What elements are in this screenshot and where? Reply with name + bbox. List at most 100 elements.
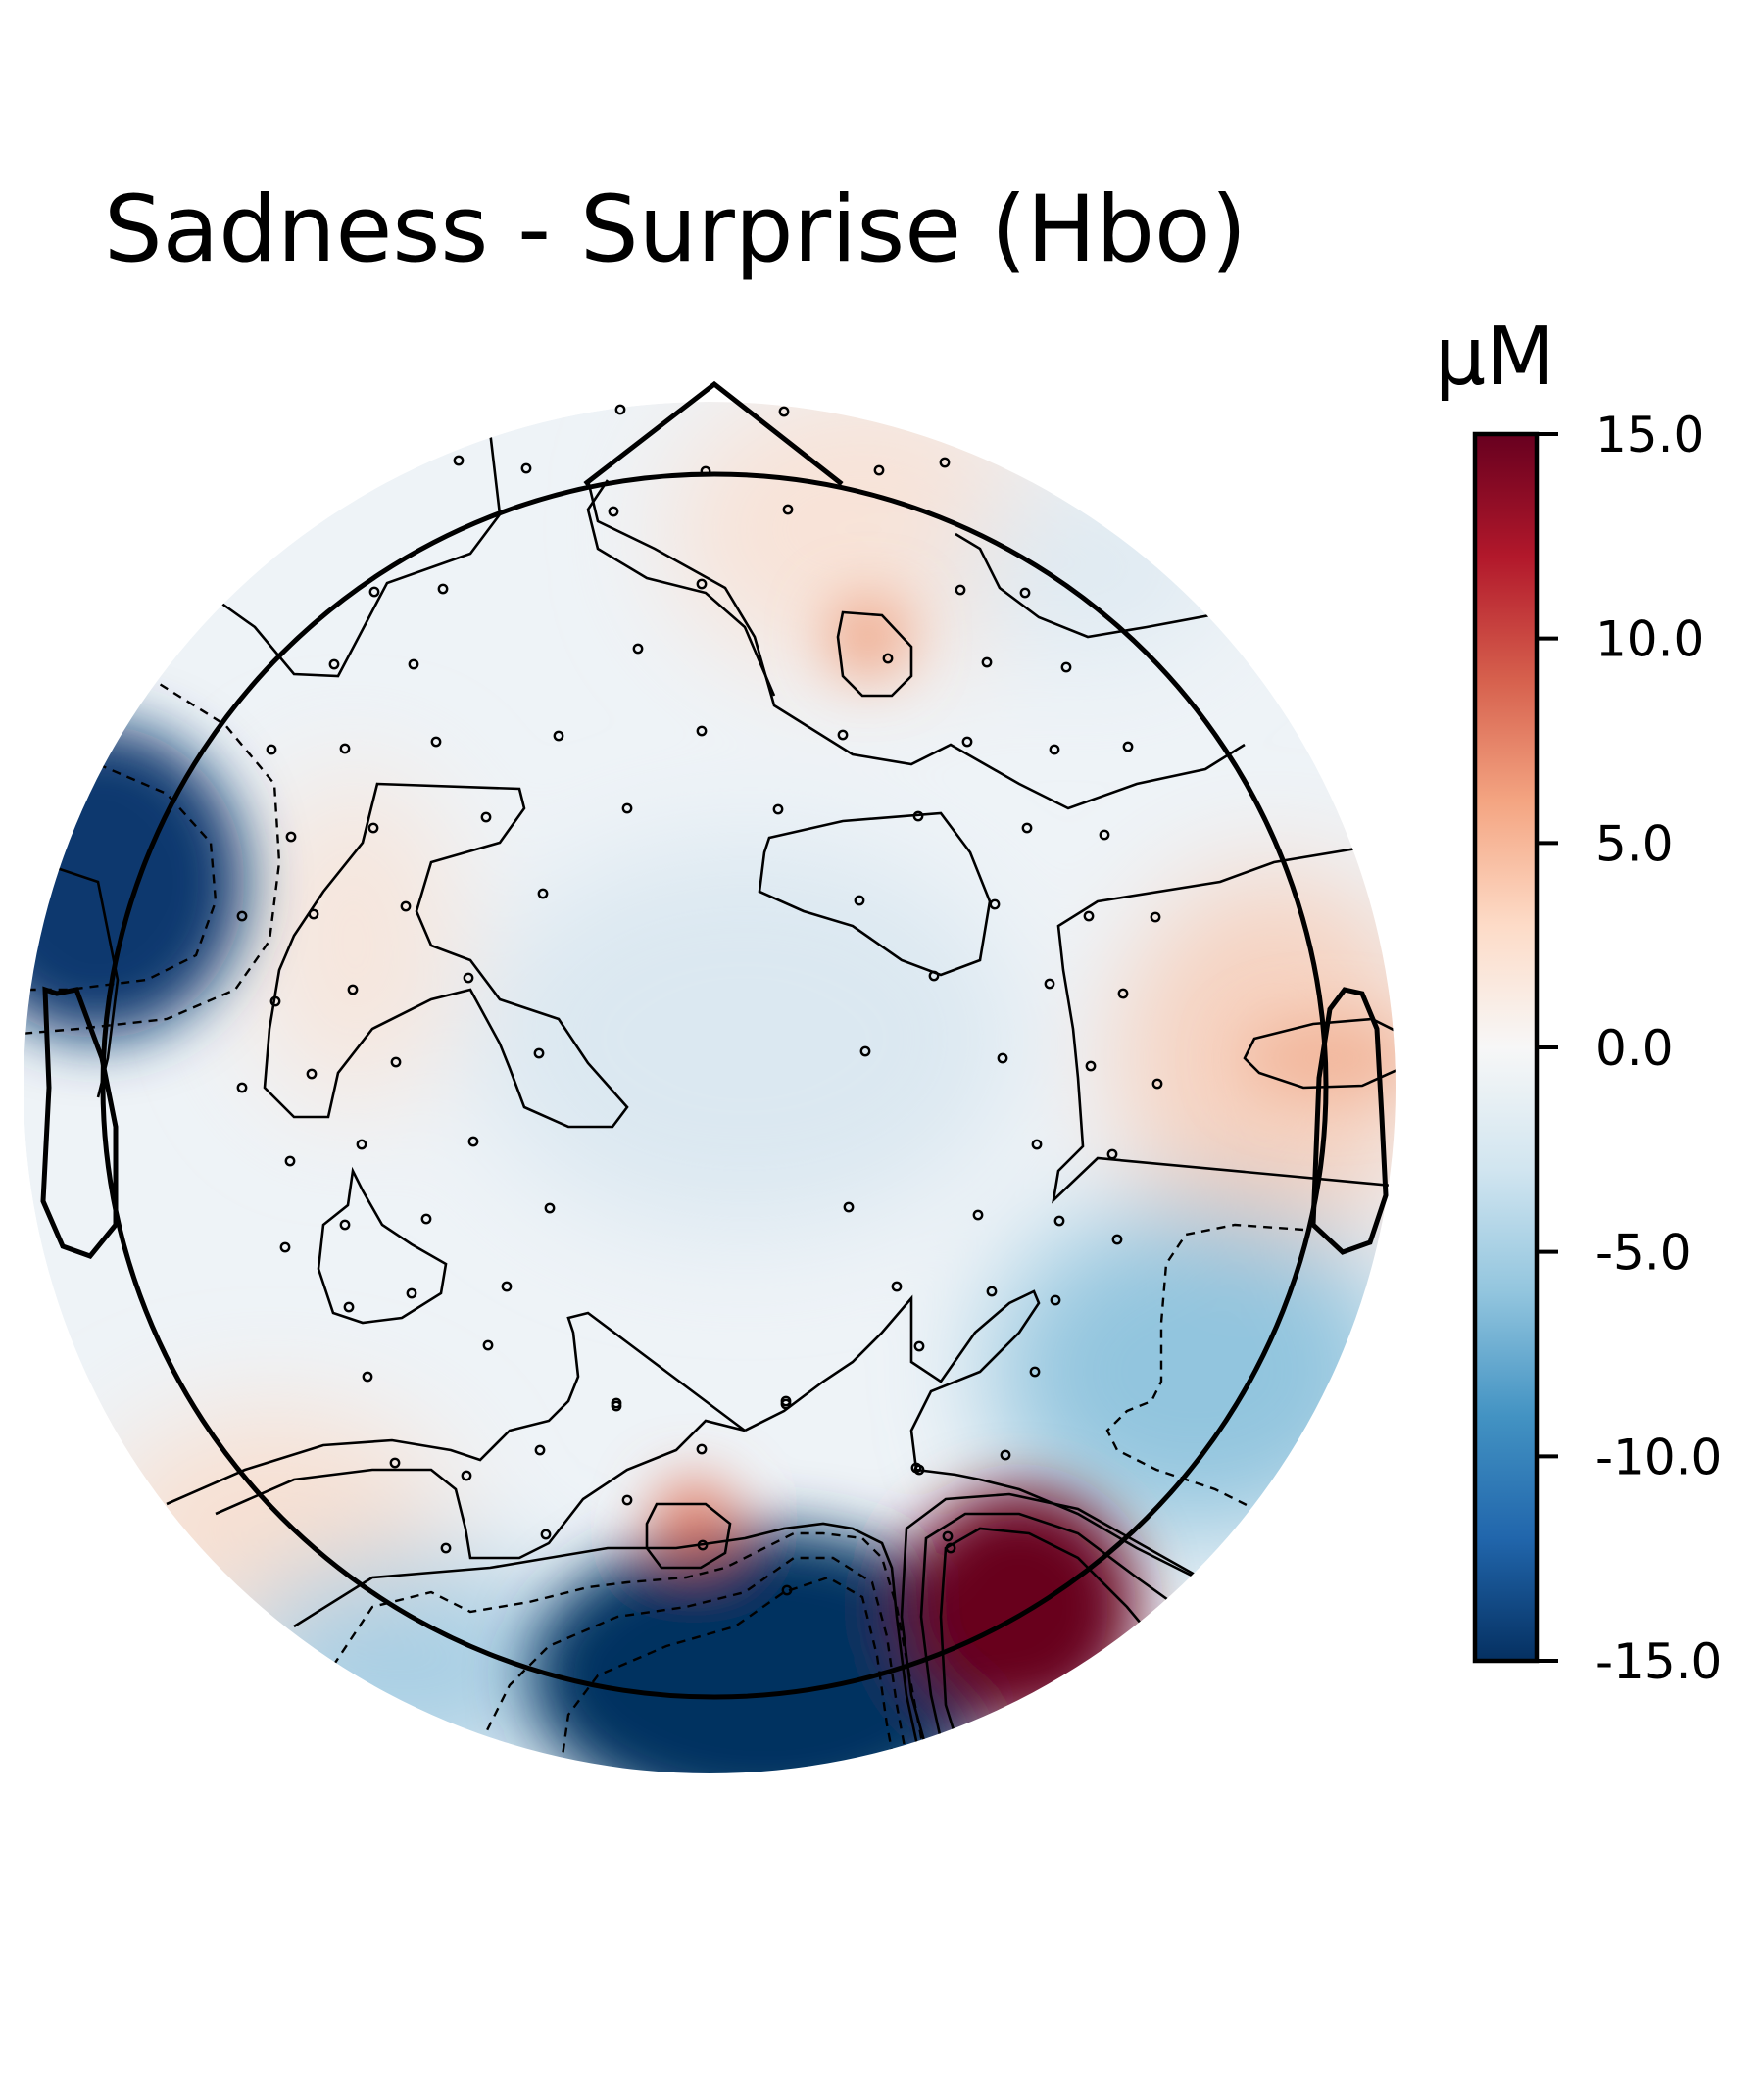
sensor-dot	[308, 908, 319, 920]
contour-occipital-boundary	[293, 1522, 943, 1773]
sensor-dot	[1117, 988, 1129, 999]
sensor-dot	[266, 744, 277, 755]
sensor-dot	[420, 1213, 432, 1225]
sensor-dot	[270, 995, 281, 1007]
sensor-dot	[928, 970, 940, 982]
colorbar-ticks: 15.0 10.0 5.0 0.0 -5.0 -10.0 -15.0	[1537, 407, 1722, 1690]
sensor-dot	[368, 822, 379, 834]
contour-spot-occipital	[645, 1502, 732, 1570]
left-ear-outline	[40, 986, 119, 1259]
sensor-dot	[621, 1494, 633, 1506]
contour-mid-left	[263, 782, 629, 1129]
sensor-dot	[284, 1155, 296, 1167]
sensor-dot	[339, 1219, 351, 1231]
field-right-frontal	[666, 402, 1058, 676]
sensor-dot	[533, 1047, 545, 1059]
colorbar-tick-label: -15.0	[1595, 1633, 1722, 1690]
sensor-dot	[408, 658, 419, 670]
sensor-dot	[961, 736, 973, 748]
contour-zero-frontal-mid	[586, 479, 1246, 810]
sensor-dot	[467, 1136, 479, 1147]
field-frontal-spot	[829, 598, 907, 676]
sensor-dot	[544, 1202, 556, 1214]
sensor-dot	[945, 1542, 956, 1554]
sensor-dot	[368, 586, 380, 598]
sensor-dot	[1060, 661, 1072, 673]
sensor-dot	[1150, 911, 1161, 923]
contour-neg5-occipital	[332, 1531, 943, 1773]
sensor-dot	[859, 1045, 871, 1057]
contour-occipital-red-outer	[900, 1492, 1236, 1773]
sensor-dot	[608, 506, 619, 517]
colorbar-tick-label: 5.0	[1595, 815, 1674, 872]
colorbar-tick-label: 10.0	[1595, 611, 1704, 668]
sensor-dot	[697, 1539, 709, 1551]
sensor-dot	[430, 736, 442, 748]
sensor-dot	[782, 504, 794, 515]
head-circle	[100, 471, 1329, 1700]
sensor-dot	[461, 1470, 472, 1481]
sensor-dot	[306, 1068, 318, 1080]
sensor-dot	[1106, 1148, 1118, 1160]
sensor-dot	[913, 1464, 925, 1476]
contour-lines	[24, 430, 1396, 1773]
sensor-dot	[696, 1443, 708, 1455]
sensor-dot	[343, 1301, 355, 1313]
contour-left-lower-blob	[317, 1166, 448, 1325]
sensor-dot	[843, 1201, 855, 1213]
sensor-dot	[1029, 1366, 1041, 1378]
sensor-dot	[696, 578, 708, 590]
sensor-dot	[520, 462, 532, 474]
sensor-dot	[981, 656, 993, 668]
colorbar-tick-label: -5.0	[1595, 1225, 1691, 1282]
sensor-dot	[778, 406, 790, 417]
sensor-dot	[882, 653, 894, 664]
sensor-dot	[501, 1281, 513, 1292]
sensor-dot	[1085, 1060, 1097, 1072]
field-right-posterior	[990, 1205, 1396, 1538]
sensor-dot	[854, 895, 865, 906]
sensor-dot	[440, 1542, 452, 1554]
sensor-dot	[1111, 1234, 1123, 1245]
sensor-dot	[390, 1056, 402, 1068]
contour-mid-right	[758, 811, 992, 977]
chart-title: Sadness - Surprise (Hbo)	[104, 176, 1247, 283]
head-outline	[40, 380, 1389, 1700]
sensor-dot	[406, 1287, 417, 1299]
sensor-dot	[1050, 1294, 1061, 1306]
sensor-dot	[236, 1082, 248, 1093]
topomap-field	[24, 402, 1396, 1773]
sensor-dot	[389, 1457, 401, 1469]
sensor-dot	[632, 643, 644, 655]
sensor-dot	[540, 1529, 552, 1540]
sensor-dot	[356, 1139, 368, 1150]
right-ear-outline	[1310, 987, 1389, 1255]
sensor-dot	[1083, 910, 1095, 922]
sensor-dot	[347, 984, 359, 995]
sensor-dot	[997, 1052, 1008, 1064]
sensor-dot	[611, 1400, 622, 1412]
sensor-dot	[891, 1281, 903, 1292]
sensor-dot	[772, 803, 784, 815]
sensor-dot	[1044, 978, 1055, 990]
colorbar-tick-label: 15.0	[1595, 407, 1704, 463]
contour-right-temporal-big	[1052, 841, 1393, 1204]
colorbar-tick-label: -10.0	[1595, 1429, 1722, 1485]
sensor-dot	[972, 1209, 984, 1221]
sensor-dot	[1054, 1215, 1065, 1227]
sensor-dot	[614, 404, 626, 415]
sensor-points	[236, 404, 1163, 1596]
sensor-dot	[285, 831, 297, 843]
sensor-dot	[939, 457, 951, 468]
sensor-dot	[482, 1339, 494, 1351]
contour-zero-frontal-left	[220, 430, 502, 678]
colorbar-tick-label: 0.0	[1595, 1020, 1674, 1077]
field-left-mid	[245, 774, 461, 1107]
field-temporal-spot	[1240, 1019, 1396, 1097]
sensor-dot	[942, 1530, 954, 1542]
field-occipital-blue	[529, 1529, 1000, 1773]
colorbar: µM 15.0 10.0 5.0 0.0 -5.0 -10.0 -15.0	[1435, 311, 1722, 1690]
sensor-dot	[781, 1584, 793, 1596]
contour-posterior-left	[166, 1311, 746, 1560]
